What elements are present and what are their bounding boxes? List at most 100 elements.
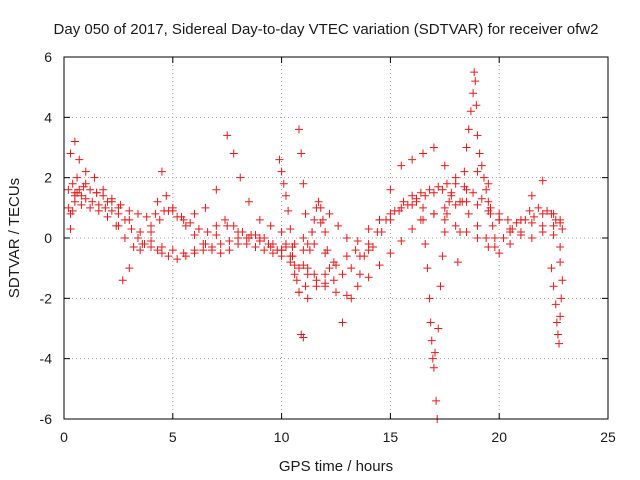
- data-point: [168, 246, 177, 255]
- data-point: [472, 101, 481, 110]
- data-point: [266, 243, 275, 252]
- chart-title: Day 050 of 2017, Sidereal Day-to-day VTE…: [54, 21, 599, 38]
- data-point: [290, 261, 299, 270]
- data-point: [160, 206, 169, 215]
- data-point: [538, 176, 547, 185]
- data-point: [120, 234, 129, 242]
- data-point: [543, 206, 552, 215]
- series-arc-1: [64, 179, 565, 291]
- data-point: [64, 203, 73, 212]
- data-point: [312, 282, 321, 291]
- data-point: [458, 197, 467, 206]
- data-point: [470, 68, 479, 77]
- data-point: [288, 243, 297, 252]
- data-point: [469, 89, 478, 98]
- data-point: [308, 227, 317, 236]
- data-point: [301, 209, 310, 218]
- data-point: [66, 149, 75, 158]
- series-arc-7: [295, 125, 312, 249]
- data-point: [314, 197, 323, 206]
- data-point: [216, 249, 225, 258]
- data-point: [442, 209, 451, 218]
- data-point: [75, 155, 84, 164]
- data-point: [99, 185, 108, 194]
- data-point: [181, 221, 190, 230]
- data-point: [442, 179, 451, 188]
- data-point: [479, 173, 488, 182]
- data-point: [527, 218, 536, 227]
- data-point: [88, 197, 97, 206]
- data-point: [201, 203, 210, 212]
- data-point: [555, 339, 564, 348]
- data-point: [503, 215, 512, 224]
- data-point: [329, 276, 338, 285]
- data-point: [299, 234, 308, 242]
- data-point: [305, 246, 314, 255]
- data-point: [244, 234, 253, 242]
- data-point: [408, 155, 417, 164]
- data-point: [338, 270, 347, 279]
- data-point: [133, 209, 142, 218]
- data-point: [558, 276, 567, 285]
- data-point: [127, 224, 136, 233]
- data-point: [351, 246, 360, 255]
- data-point: [421, 240, 430, 249]
- data-point: [153, 246, 162, 255]
- data-point: [440, 227, 449, 236]
- series-arc-2: [64, 197, 565, 270]
- data-point: [512, 218, 521, 227]
- data-point: [136, 227, 145, 236]
- data-point: [103, 212, 112, 221]
- data-point: [321, 227, 330, 236]
- data-point: [299, 179, 308, 188]
- data-point: [303, 294, 312, 303]
- data-point: [484, 197, 493, 206]
- data-point: [488, 221, 497, 230]
- data-point: [266, 221, 275, 230]
- data-point: [301, 282, 310, 291]
- y-tick-label: -2: [40, 290, 53, 306]
- data-point: [451, 200, 460, 209]
- data-point: [142, 212, 151, 221]
- data-point: [136, 246, 145, 255]
- data-point: [495, 215, 504, 224]
- data-point: [364, 246, 373, 255]
- data-point: [190, 230, 199, 239]
- data-point: [473, 200, 482, 209]
- data-point: [281, 191, 290, 200]
- x-tick-label: 20: [491, 429, 507, 445]
- data-point: [551, 215, 560, 224]
- data-point: [138, 240, 147, 249]
- data-point: [490, 243, 499, 252]
- data-point: [473, 131, 482, 140]
- data-point: [549, 221, 558, 230]
- series-arc-8: [412, 191, 456, 423]
- y-tick-label: 2: [44, 170, 52, 186]
- data-point: [419, 203, 428, 212]
- y-tick-label: -6: [40, 411, 53, 427]
- data-point: [295, 125, 304, 134]
- data-point: [557, 294, 566, 303]
- data-point: [194, 224, 203, 233]
- data-point: [290, 270, 299, 279]
- data-point: [473, 221, 482, 230]
- data-point: [323, 246, 332, 255]
- data-point: [234, 227, 243, 236]
- x-tick-label: 25: [600, 429, 616, 445]
- data-point: [451, 221, 460, 230]
- data-point: [386, 249, 395, 258]
- data-point: [225, 246, 234, 255]
- data-point: [268, 249, 277, 258]
- data-point: [147, 237, 156, 246]
- data-point: [118, 276, 127, 285]
- data-point: [499, 234, 508, 242]
- data-point: [334, 221, 343, 230]
- data-point: [81, 179, 90, 188]
- data-point: [469, 188, 478, 197]
- data-point: [94, 206, 103, 215]
- data-point: [281, 240, 290, 249]
- data-point: [234, 240, 243, 249]
- data-point: [338, 318, 347, 327]
- data-point: [286, 224, 295, 233]
- data-point: [547, 264, 556, 273]
